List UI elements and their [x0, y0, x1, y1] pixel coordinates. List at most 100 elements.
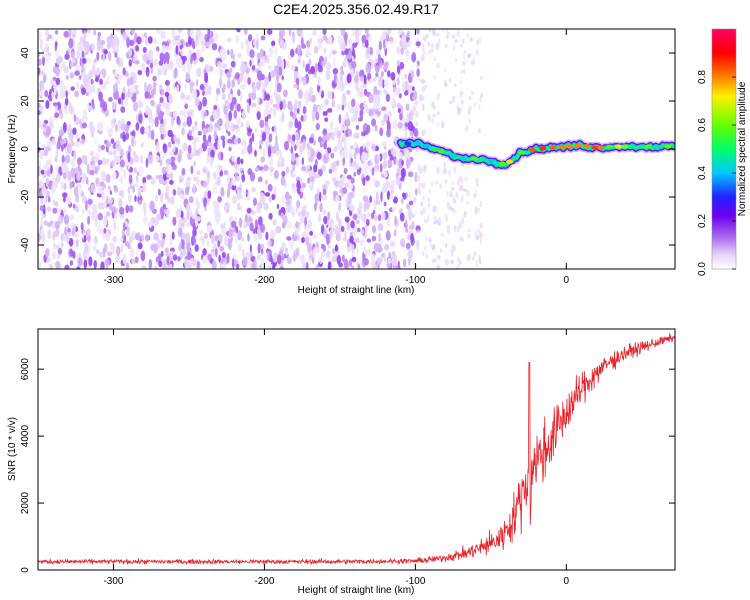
noise-speckle: [144, 105, 150, 115]
noise-speckle: [167, 63, 172, 71]
noise-speckle: [382, 160, 387, 170]
noise-speckle-faint: [432, 205, 436, 213]
noise-speckle: [247, 77, 251, 86]
carrier-peak: [565, 144, 573, 149]
noise-speckle: [54, 41, 58, 52]
noise-speckle: [381, 106, 387, 111]
noise-speckle: [107, 150, 113, 156]
noise-speckle: [412, 55, 416, 61]
x-tick-label: -100: [405, 576, 425, 587]
noise-speckle: [142, 182, 147, 193]
noise-speckle: [193, 146, 196, 157]
noise-speckle: [49, 265, 54, 269]
noise-speckle: [181, 243, 185, 250]
noise-speckle: [215, 87, 221, 95]
noise-speckle: [58, 128, 65, 137]
noise-speckle: [336, 83, 340, 91]
noise-speckle: [268, 133, 273, 143]
noise-speckle: [313, 140, 317, 146]
noise-speckle: [397, 260, 400, 267]
noise-speckle: [147, 36, 153, 44]
noise-speckle: [129, 247, 135, 258]
noise-speckle: [70, 157, 76, 168]
noise-speckle: [246, 103, 251, 114]
noise-speckle: [252, 228, 256, 235]
noise-speckle: [43, 123, 47, 128]
noise-speckle: [88, 209, 91, 216]
noise-speckle: [51, 90, 54, 100]
noise-speckle-faint: [458, 175, 463, 182]
noise-speckle: [47, 229, 52, 240]
noise-speckle-faint: [479, 75, 483, 81]
noise-speckle: [55, 77, 61, 86]
noise-speckle: [62, 122, 67, 133]
colorbar-tick-label: 0.4: [697, 166, 708, 180]
carrier-peak: [644, 144, 652, 149]
noise-speckle: [399, 93, 402, 99]
noise-speckle: [372, 225, 377, 234]
noise-speckle: [319, 142, 323, 148]
noise-speckle: [244, 213, 248, 223]
noise-speckle: [371, 253, 376, 261]
noise-speckle: [144, 32, 147, 39]
noise-speckle-faint: [459, 77, 462, 86]
noise-speckle: [355, 33, 358, 41]
noise-speckle-faint: [441, 29, 445, 33]
noise-speckle-faint: [462, 188, 467, 193]
noise-speckle: [334, 179, 339, 188]
noise-speckle: [125, 204, 129, 214]
noise-speckle: [295, 133, 300, 140]
noise-speckle: [220, 151, 224, 161]
noise-speckle: [197, 130, 202, 136]
noise-speckle: [226, 188, 231, 199]
noise-speckle: [251, 65, 256, 71]
noise-speckle-faint: [446, 224, 451, 231]
noise-speckle: [307, 149, 311, 158]
noise-speckle: [246, 120, 250, 128]
noise-speckle: [93, 260, 97, 269]
y-tick-label: 6000: [20, 358, 31, 381]
noise-speckle: [100, 144, 106, 151]
noise-speckle: [125, 262, 130, 269]
noise-speckle: [114, 70, 118, 77]
noise-speckle: [338, 180, 344, 189]
noise-speckle: [180, 250, 183, 260]
noise-speckle: [71, 227, 76, 237]
noise-speckle: [254, 258, 257, 267]
noise-speckle: [66, 50, 69, 56]
noise-speckle-faint: [428, 29, 432, 33]
noise-speckle: [412, 105, 416, 112]
noise-speckle-faint: [446, 34, 449, 40]
noise-speckle: [351, 256, 357, 263]
noise-speckle: [116, 56, 120, 65]
noise-speckle: [194, 97, 200, 107]
noise-speckle-faint: [461, 90, 464, 96]
y-tick-label: -40: [20, 237, 31, 252]
noise-speckle-faint: [452, 194, 455, 202]
noise-speckle: [111, 171, 117, 180]
noise-speckle: [294, 117, 299, 129]
noise-speckle: [227, 131, 231, 137]
noise-speckle: [406, 158, 409, 169]
noise-speckle: [247, 168, 253, 176]
noise-speckle: [142, 177, 147, 185]
noise-speckle: [51, 173, 56, 181]
noise-speckle-faint: [476, 182, 479, 188]
noise-speckle: [405, 49, 410, 56]
noise-speckle-faint: [448, 206, 453, 211]
noise-speckle: [215, 246, 218, 258]
noise-speckle: [228, 241, 232, 251]
noise-speckle: [319, 88, 322, 96]
noise-speckle-faint: [473, 192, 477, 198]
noise-speckle: [248, 34, 253, 42]
noise-speckle-faint: [471, 60, 474, 65]
noise-speckle: [109, 131, 113, 139]
noise-speckle: [94, 67, 101, 76]
noise-speckle: [195, 33, 199, 45]
noise-speckle: [322, 35, 328, 41]
noise-speckle: [203, 197, 207, 208]
noise-speckle: [202, 127, 208, 136]
noise-speckle: [187, 65, 191, 75]
noise-speckle: [300, 209, 306, 217]
noise-speckle: [202, 167, 207, 173]
